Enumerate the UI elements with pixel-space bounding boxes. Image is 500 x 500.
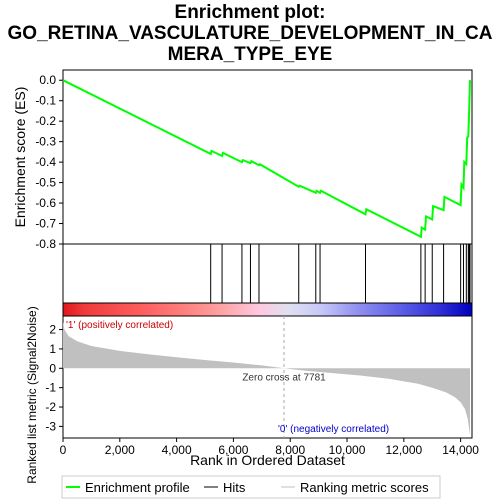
metric-ytick-label: 2: [49, 323, 56, 337]
es-ytick-label: -0.1: [35, 94, 56, 108]
es-ytick-label: -0.8: [35, 237, 56, 251]
hits-panel: [63, 244, 472, 303]
x-tick-label: 12,000: [385, 443, 422, 457]
legend-label: Hits: [223, 480, 246, 495]
x-axis: 0 2,000 4,000 6,000 8,000 10,000 12,000 14,000R…: [60, 438, 480, 468]
legend-label: Enrichment profile: [85, 480, 190, 495]
es-ytick-label: -0.4: [35, 155, 56, 169]
x-axis-label: Rank in Ordered Dataset: [190, 452, 345, 468]
metric-ytick-label: -2: [45, 400, 56, 414]
legend: Enrichment profile Hits Ranking metric sco…: [62, 476, 440, 498]
es-ytick-label: -0.7: [35, 217, 56, 231]
es-ytick-label: -0.5: [35, 176, 56, 190]
metric-ytick-label: 0: [49, 361, 56, 375]
positive-label: '1' (positively correlated): [66, 320, 173, 331]
metric-ytick-label: 1: [49, 342, 56, 356]
metric-ylabel: Ranked list metric (Signal2Noise): [25, 306, 39, 483]
negative-label: '0' (negatively correlated): [278, 424, 389, 435]
es-panel: 0.0 -0.1 -0.2 -0.3 -0.4 -0.5 -0.6 -0.7 -0.8 Enric…: [12, 70, 472, 251]
es-ytick-label: -0.3: [35, 135, 56, 149]
hits-panel-frame: [63, 244, 472, 303]
gradient-bar: [63, 303, 472, 316]
es-ytick-label: 0.0: [39, 73, 56, 87]
zero-cross-label: Zero cross at 7781: [242, 372, 326, 383]
gradient-bar-rect: [63, 303, 472, 316]
legend-label: Ranking metric scores: [300, 480, 429, 495]
es-ytick-label: -0.2: [35, 114, 56, 128]
x-tick-label: 2,000: [105, 443, 135, 457]
es-panel-frame: [63, 70, 472, 244]
metric-ytick-label: -1: [45, 381, 56, 395]
es-ylabel: Enrichment score (ES): [12, 87, 28, 228]
x-tick-label: 0: [60, 443, 67, 457]
metric-ytick-label: -3: [45, 419, 56, 433]
x-tick-label: 14,000: [442, 443, 479, 457]
es-ytick-label: -0.6: [35, 196, 56, 210]
x-tick-label: 4,000: [162, 443, 192, 457]
